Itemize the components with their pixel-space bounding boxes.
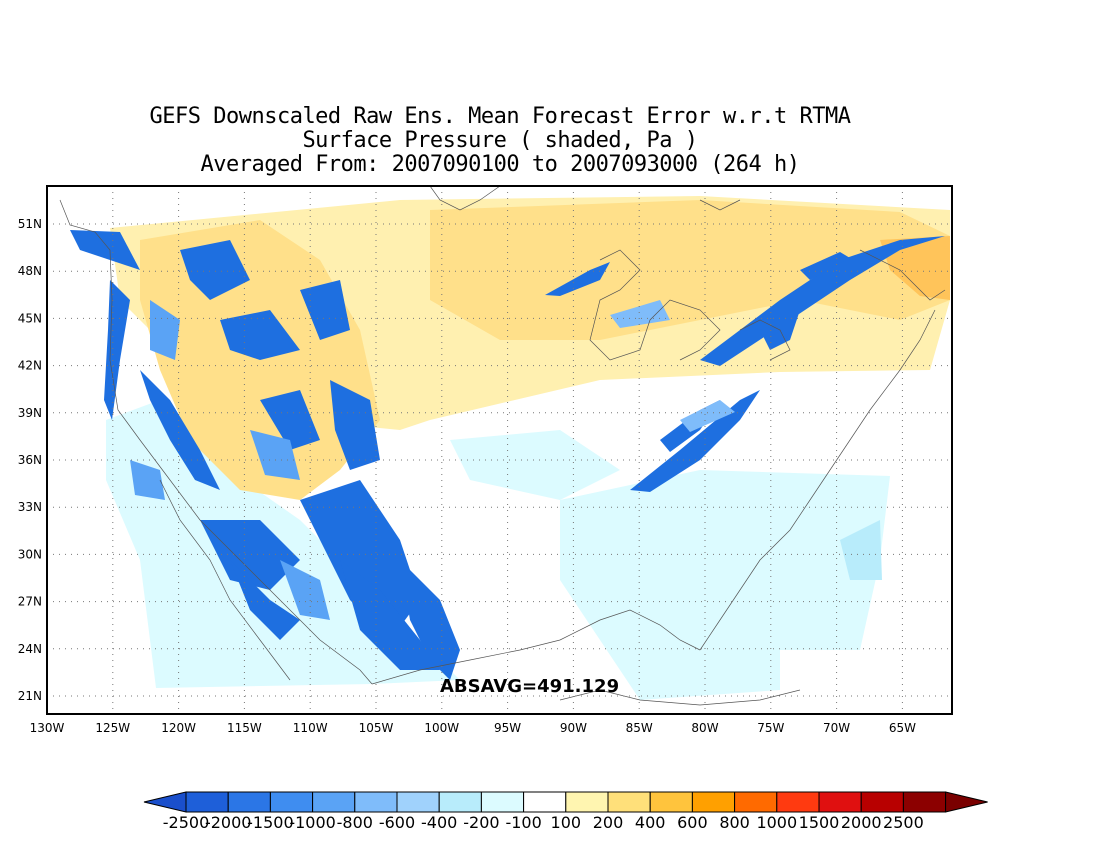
title-line-2: Surface Pressure ( shaded, Pa ) (302, 128, 698, 153)
coastlines (59, 186, 946, 706)
colorbar-label: 1500 (799, 813, 840, 832)
lat-tick-label: 39N (18, 406, 42, 420)
colorbar-swatch (480, 791, 525, 813)
lat-tick-label: 33N (18, 500, 42, 514)
plot-frame (46, 185, 953, 715)
colorbar-label: -2500 (163, 813, 210, 832)
colorbar-label: -200 (463, 813, 499, 832)
lon-tick-label: 130W (30, 721, 65, 735)
lon-tick-label: 125W (95, 721, 130, 735)
title-line-1: GEFS Downscaled Raw Ens. Mean Forecast E… (149, 104, 851, 129)
lon-tick-label: 75W (757, 721, 784, 735)
longitude-labels: 130W 125W 120W 115W 110W 105W 100W 95W 90W 85W 80W… (30, 721, 916, 735)
colorbar-swatch (312, 791, 356, 813)
colorbar-label: -400 (421, 813, 457, 832)
colorbar-over-triangle (945, 791, 988, 813)
colorbar-swatch (185, 791, 229, 813)
colorbar-swatch (902, 791, 947, 813)
colorbar-swatch (354, 791, 398, 813)
lat-tick-label: 27N (18, 595, 42, 609)
colorbar-swatch (860, 791, 904, 813)
colorbar-swatch (691, 791, 736, 813)
lon-tick-label: 120W (161, 721, 196, 735)
lon-tick-label: 70W (823, 721, 850, 735)
colorbar-label: 100 (551, 813, 582, 832)
colorbar-swatch (565, 791, 609, 813)
colorbar-label: -800 (337, 813, 373, 832)
field-light-cyan-southeast (560, 470, 890, 700)
lon-tick-label: 110W (293, 721, 328, 735)
colorbar-label: -100 (505, 813, 541, 832)
colorbar-label: -1500 (247, 813, 294, 832)
colorbar-swatch (607, 791, 651, 813)
field-light-blue-eastern (610, 300, 735, 432)
colorbar-swatch (523, 791, 567, 813)
lat-tick-label: 36N (18, 453, 42, 467)
field-mid-blue-terrain (130, 300, 330, 620)
lat-tick-label: 45N (18, 311, 42, 325)
colorbar-label: 2000 (841, 813, 882, 832)
gridlines (47, 186, 952, 714)
latitude-labels: 51N 48N 45N 42N 39N 36N 33N 30N 27N 24N 21N (18, 217, 42, 703)
colorbar-label: 1000 (756, 813, 797, 832)
colorbar-swatch (438, 791, 482, 813)
lat-tick-label: 51N (18, 217, 42, 231)
field-cyan-gulf-patch (840, 520, 882, 580)
lat-tick-label: 30N (18, 547, 42, 561)
field-light-cyan-mid (450, 430, 620, 500)
shaded-field (59, 186, 950, 706)
lat-tick-label: 48N (18, 264, 42, 278)
colorbar-label: 800 (719, 813, 750, 832)
colorbar-label: 400 (635, 813, 666, 832)
colorbar-swatch (734, 791, 778, 813)
colorbar-swatch (269, 791, 314, 813)
colorbar-label: -1000 (289, 813, 336, 832)
lat-tick-label: 24N (18, 642, 42, 656)
colorbar-swatch (649, 791, 693, 813)
colorbar-swatch (776, 791, 820, 813)
lon-tick-label: 65W (889, 721, 916, 735)
title-line-3: Averaged From: 2007090100 to 2007093000 … (200, 152, 800, 177)
lat-tick-label: 42N (18, 359, 42, 373)
colorbar-swatch (396, 791, 440, 813)
colorbar: -2500-2000-1500-1000 -800 -600 -400 -200 -100… (143, 791, 988, 832)
lon-tick-label: 105W (359, 721, 394, 735)
lon-tick-label: 115W (227, 721, 262, 735)
lat-tick-label: 21N (18, 689, 42, 703)
colorbar-label: 2500 (883, 813, 924, 832)
colorbar-label: -2000 (205, 813, 252, 832)
colorbar-swatch (818, 791, 862, 813)
lon-tick-label: 100W (424, 721, 459, 735)
colorbar-label: 600 (677, 813, 708, 832)
colorbar-swatch (227, 791, 271, 813)
absavg-label: ABSAVG=491.129 (440, 676, 620, 697)
colorbar-label: 200 (593, 813, 624, 832)
field-orange-east (880, 236, 950, 300)
colorbar-under-triangle (143, 791, 187, 813)
lon-tick-label: 80W (691, 721, 718, 735)
field-blue-western-terrain (70, 230, 460, 680)
lon-tick-label: 85W (626, 721, 653, 735)
colorbar-label: -600 (379, 813, 415, 832)
field-yellow-north-central (430, 200, 950, 340)
lon-tick-label: 95W (494, 721, 521, 735)
lon-tick-label: 90W (560, 721, 587, 735)
